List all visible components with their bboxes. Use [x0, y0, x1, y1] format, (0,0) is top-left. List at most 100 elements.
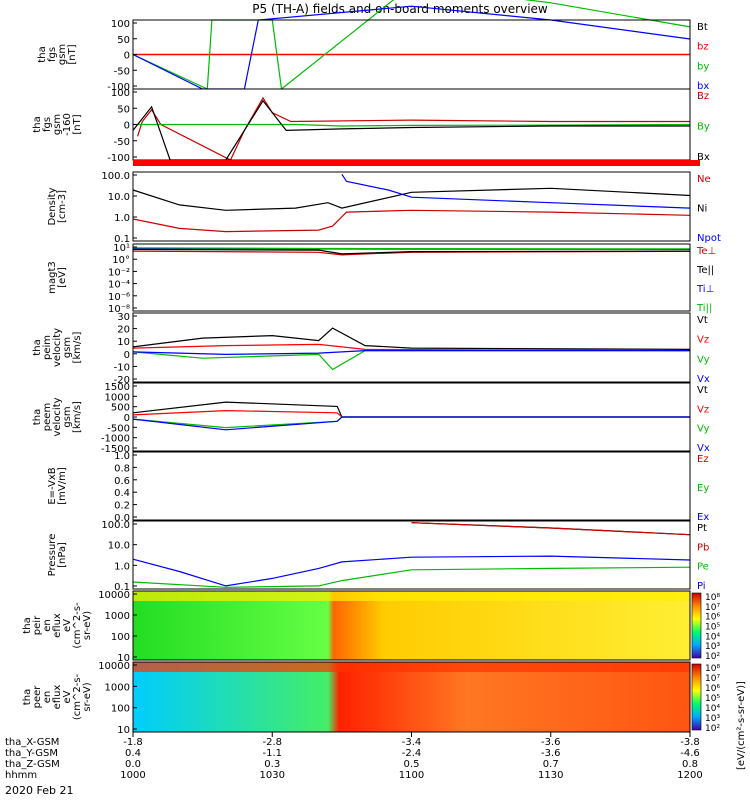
y-tick-label: 100 — [111, 704, 130, 715]
y-axis-label-line: peem — [42, 403, 53, 431]
y-tick-label: 0 — [124, 350, 130, 361]
y-tick-label: 10 — [117, 653, 130, 664]
series-Npot-line — [341, 173, 691, 209]
colorbar-tick-label: 10⁴ — [705, 704, 720, 714]
y-axis-label-line: [nT] — [72, 114, 83, 134]
colorbar-units-label: [eV/(cm²-s-sr-eV)] — [736, 681, 747, 770]
y-tick-label: -1000 — [101, 434, 130, 445]
x-axis-row-value: -4.6 — [680, 748, 700, 759]
y-tick-label: 1.0 — [114, 451, 130, 462]
y-axis-label: Pressure [nPa] — [47, 534, 68, 577]
y-tick-label: 500 — [111, 403, 130, 414]
colorbar-tick-label: 10⁵ — [705, 623, 720, 633]
y-tick-label: 10⁻⁴ — [108, 280, 130, 291]
y-axis-label-line: Density — [47, 187, 58, 225]
x-axis-row-value: 1100 — [399, 770, 424, 781]
series-Pe-line — [132, 566, 691, 588]
x-axis-row-value: 1000 — [120, 770, 145, 781]
y-tick-label: 1.0 — [114, 213, 130, 224]
y-tick-label: 100 — [111, 88, 130, 99]
y-tick-label: -50 — [114, 137, 130, 148]
colorbar — [691, 592, 702, 659]
y-tick-label: 0.1 — [114, 582, 130, 593]
series-by-line — [132, 0, 691, 91]
colorbar-tick-label: 10³ — [705, 642, 720, 652]
legend-entry: Bx — [697, 152, 710, 163]
x-axis-row-value: 1200 — [677, 770, 702, 781]
y-axis-label: tha peir en eflux eV (cm^2-s-sr-eV) — [22, 602, 93, 649]
y-tick-label: 20 — [117, 325, 130, 336]
y-axis-label-line: velocity — [52, 328, 63, 367]
y-tick-label: 10⁻² — [108, 267, 130, 278]
y-axis-label-line: tha — [32, 339, 43, 355]
series-Te-line — [132, 248, 691, 255]
panel-frame — [132, 243, 691, 312]
legend-entry: bx — [697, 81, 709, 92]
y-axis-label-line: peim — [42, 335, 53, 360]
y-axis-label-line: (cm^2-s- — [72, 602, 83, 649]
y-tick-label: 1000 — [105, 611, 130, 622]
legend-entry: Pb — [697, 542, 709, 553]
y-axis-label: tha peer en eflux eV (cm^2-s-sr-eV) — [22, 673, 93, 720]
colorbar-tick-label: 10⁸ — [705, 664, 720, 674]
y-tick-label: 0.1 — [114, 234, 130, 245]
legend-entry: bz — [697, 42, 709, 53]
x-axis-row-value: 0.4 — [125, 748, 141, 759]
y-tick-label: 0.8 — [114, 463, 130, 474]
series-Pi-line — [132, 555, 691, 587]
y-axis-label-line: gsm — [52, 114, 63, 135]
legend-entry: Vx — [697, 374, 710, 385]
y-axis-label: tha fgs gsm -160 [nT] — [32, 113, 83, 136]
x-axis-row-value: -2.4 — [402, 748, 422, 759]
colorbar-tick-label: 10⁶ — [705, 613, 720, 623]
y-tick-label: 1.0 — [114, 561, 130, 572]
y-tick-label: -10 — [114, 362, 130, 373]
y-axis-label: tha fgs gsm [nT] — [37, 44, 78, 65]
panel-7: 1.00.8 0.60.4 0.20.0 E=-VxB [mV/m] Ez Ey Ex — [47, 451, 709, 524]
y-tick-label: 30 — [117, 312, 130, 323]
y-tick-label: 1000 — [105, 682, 130, 693]
panel-2: 100 50 0 -50 -100 tha fgs gsm -160 [nT] Bz By Bx — [32, 88, 710, 164]
date-label: 2020 Feb 21 — [5, 784, 73, 797]
legend-entry: Pe — [697, 562, 709, 573]
legend-entry: Ez — [697, 454, 709, 465]
y-tick-label: 10⁻⁶ — [108, 292, 130, 303]
y-axis-label: tha peim velocity gsm [km/s] — [32, 328, 83, 367]
y-tick-label: 100.0 — [101, 171, 130, 182]
x-axis-row-value: -3.4 — [402, 737, 422, 748]
x-axis-row-value: 1030 — [260, 770, 285, 781]
series-Ni-line — [132, 187, 691, 211]
y-axis-label-line: [nPa] — [57, 542, 68, 568]
colorbar-tick-label: 10³ — [705, 714, 720, 724]
x-axis-row-value: -1.1 — [262, 748, 282, 759]
x-axis-row-value: -2.8 — [262, 737, 282, 748]
panel-frame — [132, 171, 691, 242]
series-Bz-line — [137, 96, 690, 161]
series-Ti-line — [132, 247, 691, 250]
legend-entry: Bt — [697, 22, 708, 33]
legend-entry: Bz — [697, 91, 709, 102]
x-axis-row-label: tha_Z-GSM — [5, 759, 60, 770]
legend-entry: by — [697, 61, 709, 72]
x-axis-row-value: 0.0 — [125, 759, 141, 770]
y-tick-label: -1500 — [101, 444, 130, 455]
panel-8: 100.0 10.0 1.0 0.1 Pressure [nPa] Pt Pb Pe Pi — [47, 520, 709, 593]
legend-entry: Ti|| — [696, 303, 712, 314]
y-tick-label: -500 — [107, 423, 130, 434]
y-tick-label: 10° — [112, 255, 130, 266]
legend-entry: Vz — [697, 404, 709, 415]
spectrogram-top-band — [133, 591, 690, 601]
y-axis-label-line: [cm-3] — [57, 190, 68, 223]
x-axis-row-value: -3.8 — [680, 737, 700, 748]
legend-entry: Vt — [697, 385, 708, 396]
colorbar — [691, 663, 702, 731]
legend-entry: Pi — [697, 581, 706, 592]
series-Ne-line — [132, 209, 691, 233]
y-axis-label-line: [km/s] — [72, 401, 83, 433]
y-axis-label-line: peer — [32, 685, 43, 709]
y-tick-label: 10¹ — [113, 243, 130, 254]
